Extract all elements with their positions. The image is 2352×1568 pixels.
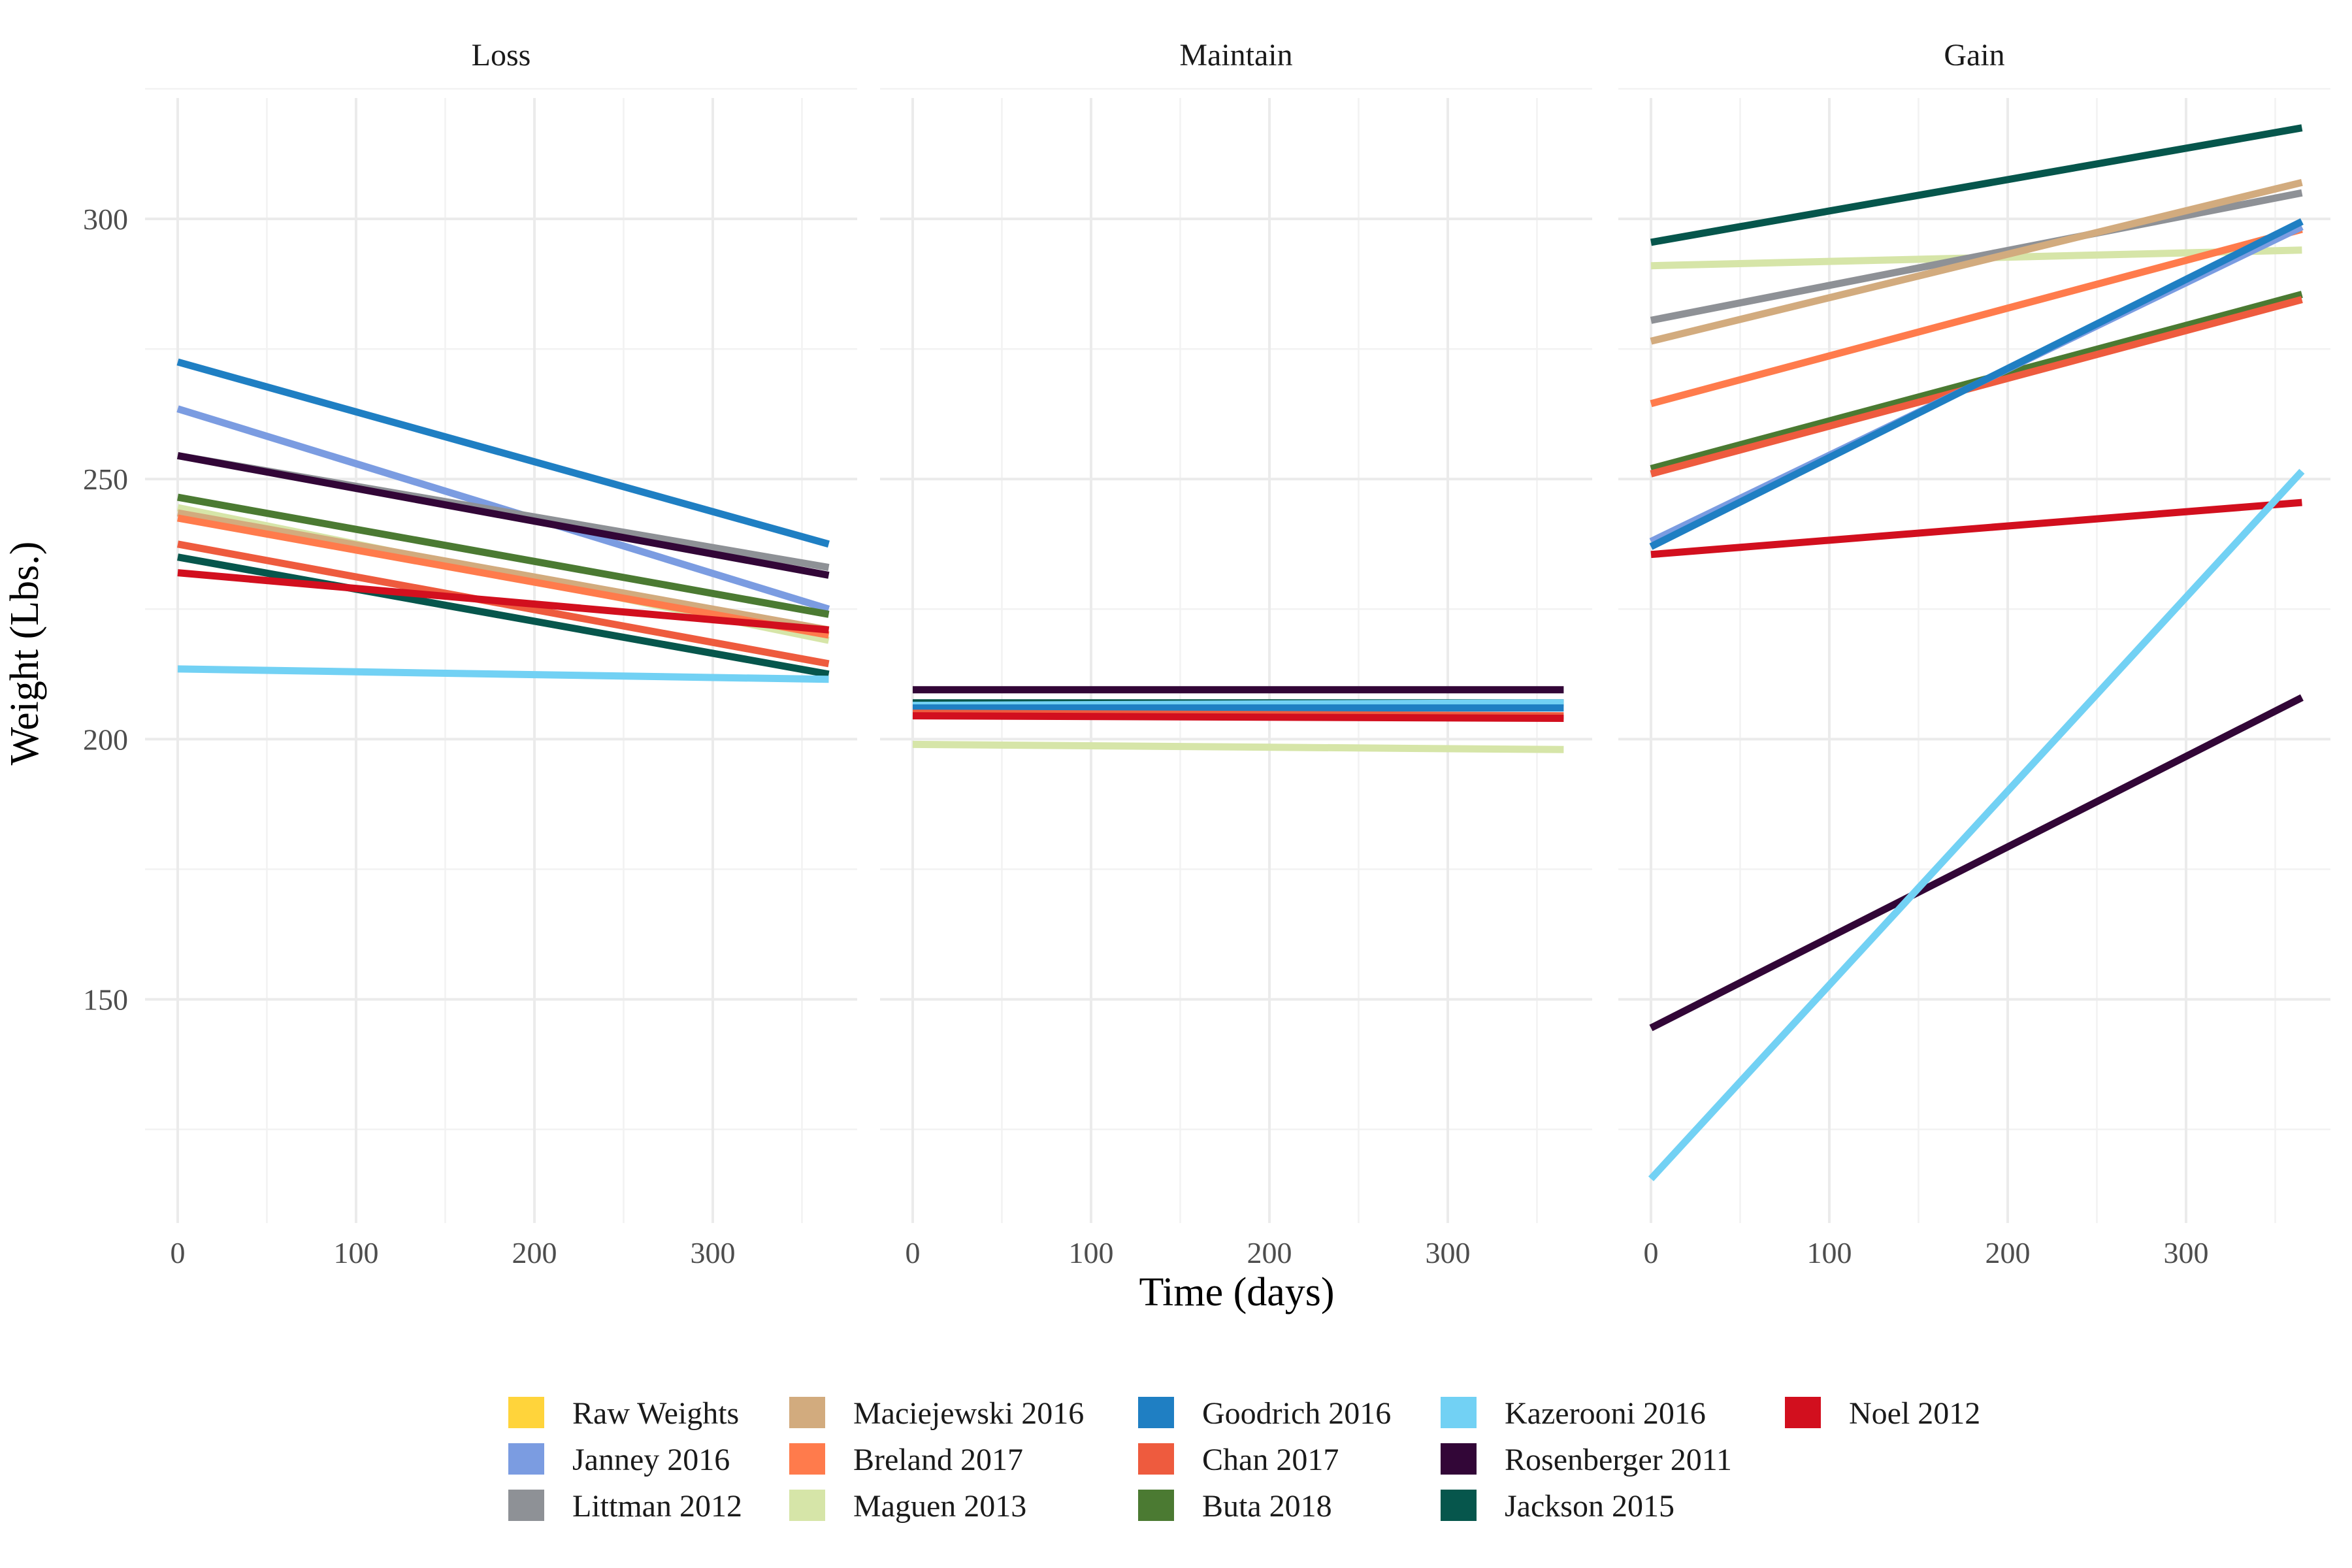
x-axis-title: Time (days) — [1139, 1270, 1334, 1315]
legend-item-kazerooni-2016: Kazerooni 2016 — [1441, 1396, 1706, 1431]
y-tick-label: 300 — [83, 203, 128, 236]
legend-label: Buta 2018 — [1202, 1489, 1332, 1524]
series-line-noel-2012 — [177, 569, 829, 634]
y-tick-label: 200 — [83, 723, 128, 756]
y-axis-ticks: 150 200 250 300 — [83, 203, 128, 1017]
x-tick-label: 200 — [1985, 1236, 2031, 1269]
x-tick-label: 100 — [334, 1236, 379, 1269]
x-tick-label: 0 — [906, 1236, 921, 1269]
legend-item-noel-2012: Noel 2012 — [1785, 1396, 1980, 1431]
legend-label: Janney 2016 — [572, 1443, 730, 1477]
x-tick-label: 200 — [1247, 1236, 1292, 1269]
legend-label: Kazerooni 2016 — [1505, 1396, 1706, 1431]
legend-label: Breland 2017 — [853, 1443, 1023, 1477]
legend-item-janney-2016: Janney 2016 — [508, 1443, 730, 1477]
y-axis-title: Weight (Lbs.) — [3, 542, 47, 766]
series-line-buta-2018 — [177, 493, 830, 618]
legend-item-maguen-2013: Maguen 2013 — [789, 1489, 1026, 1524]
x-tick-label: 0 — [1644, 1236, 1659, 1269]
x-tick-label: 300 — [691, 1236, 736, 1269]
legend-item-buta-2018: Buta 2018 — [1138, 1489, 1332, 1524]
legend-label: Rosenberger 2011 — [1505, 1443, 1732, 1477]
legend-item-chan-2017: Chan 2017 — [1138, 1443, 1339, 1477]
series-line-breland-2017 — [1650, 225, 2303, 408]
x-tick-label: 100 — [1069, 1236, 1114, 1269]
series-line-jackson-2015 — [177, 553, 830, 678]
legend-swatch — [1138, 1443, 1174, 1475]
legend-item-breland-2017: Breland 2017 — [789, 1443, 1023, 1477]
legend-swatch — [508, 1490, 544, 1521]
series-line-kazerooni-2016 — [177, 665, 829, 683]
legend-swatch — [789, 1443, 825, 1475]
legend-swatch — [1138, 1490, 1174, 1521]
y-tick-label: 250 — [83, 463, 128, 496]
facet-title: Gain — [1944, 38, 2004, 73]
legend-item-goodrich-2016: Goodrich 2016 — [1138, 1396, 1391, 1431]
x-tick-label: 300 — [2164, 1236, 2209, 1269]
series-line-maguen-2013 — [912, 740, 1564, 753]
legend-swatch — [1441, 1443, 1477, 1475]
facet-title: Loss — [472, 38, 531, 73]
legend-label: Goodrich 2016 — [1202, 1396, 1391, 1431]
series-line-noel-2012 — [912, 712, 1564, 722]
legend-item-maciejewski-2016: Maciejewski 2016 — [789, 1396, 1084, 1431]
legend-swatch — [1138, 1397, 1174, 1428]
series-line-rosenberger-2011 — [1649, 694, 2304, 1032]
series-line-jackson-2015 — [1650, 124, 2303, 246]
series-line-breland-2017 — [177, 514, 830, 639]
series-line-littman-2012 — [1650, 189, 2303, 324]
legend-label: Chan 2017 — [1202, 1443, 1339, 1477]
x-tick-label: 100 — [1807, 1236, 1852, 1269]
legend-label: Littman 2012 — [572, 1489, 742, 1524]
legend: Raw Weights Janney 2016 Littman 2012 Maciej… — [508, 1396, 1980, 1524]
legend-label: Jackson 2015 — [1505, 1489, 1674, 1524]
legend-swatch — [508, 1443, 544, 1475]
series-line-goodrich-2016 — [1649, 218, 2304, 550]
facet-title: Maintain — [1179, 38, 1292, 73]
legend-swatch — [1441, 1397, 1477, 1428]
legend-item-jackson-2015: Jackson 2015 — [1441, 1489, 1674, 1524]
facet-panel-loss: Loss 0 100 200 300 — [145, 38, 857, 1269]
x-tick-label: 0 — [171, 1236, 186, 1269]
series-line-maciejewski-2016 — [1650, 178, 2303, 345]
facet-panels: Loss 0 100 200 300 Maintain 0 100 200 300 Gain 0 100… — [145, 38, 2330, 1269]
legend-swatch — [1785, 1397, 1821, 1428]
legend-swatch — [1441, 1490, 1477, 1521]
series-line-goodrich-2016 — [176, 358, 830, 548]
legend-label: Noel 2012 — [1849, 1396, 1980, 1431]
legend-swatch — [508, 1397, 544, 1428]
series-line-maciejewski-2016 — [177, 509, 830, 634]
series-line-rosenberger-2011 — [177, 451, 830, 579]
y-tick-label: 150 — [83, 983, 128, 1017]
legend-swatch — [789, 1490, 825, 1521]
legend-label: Raw Weights — [572, 1396, 739, 1431]
legend-label: Maciejewski 2016 — [853, 1396, 1084, 1431]
legend-label: Maguen 2013 — [853, 1489, 1026, 1524]
legend-item-raw-weights: Raw Weights — [508, 1396, 739, 1431]
x-tick-label: 300 — [1426, 1236, 1471, 1269]
facet-panel-gain: Gain 0 100 200 300 — [1618, 38, 2330, 1269]
legend-item-rosenberger-2011: Rosenberger 2011 — [1441, 1443, 1732, 1477]
legend-swatch — [789, 1397, 825, 1428]
x-tick-label: 200 — [512, 1236, 557, 1269]
facet-panel-maintain: Maintain 0 100 200 300 — [880, 38, 1592, 1269]
series-line-noel-2012 — [1650, 498, 2302, 559]
series-line-kazerooni-2016 — [1648, 468, 2305, 1182]
legend-item-littman-2012: Littman 2012 — [508, 1489, 742, 1524]
